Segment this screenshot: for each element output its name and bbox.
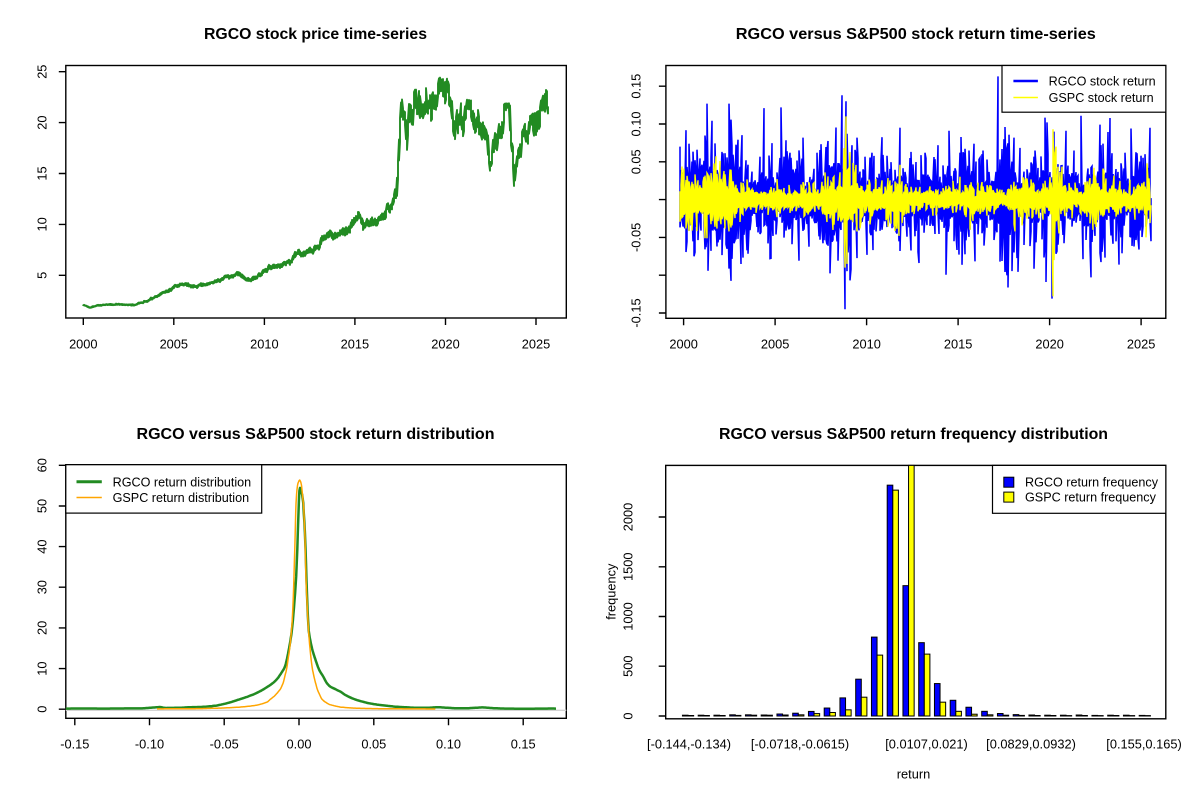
svg-text:500: 500 xyxy=(621,656,636,677)
svg-text:2015: 2015 xyxy=(341,337,369,352)
svg-text:2025: 2025 xyxy=(1127,337,1155,352)
svg-text:2000: 2000 xyxy=(621,503,636,531)
svg-text:2010: 2010 xyxy=(250,337,278,352)
svg-text:[-0.144,-0.134): [-0.144,-0.134) xyxy=(647,737,731,752)
svg-text:0: 0 xyxy=(35,706,50,713)
svg-text:2005: 2005 xyxy=(160,337,188,352)
svg-text:20: 20 xyxy=(35,621,50,635)
svg-text:15: 15 xyxy=(35,166,50,180)
svg-text:-0.10: -0.10 xyxy=(135,737,164,752)
svg-text:10: 10 xyxy=(35,217,50,231)
svg-text:0.10: 0.10 xyxy=(629,112,644,137)
svg-text:GSPC stock return: GSPC stock return xyxy=(1049,91,1154,105)
svg-text:return: return xyxy=(897,767,930,782)
svg-text:-0.05: -0.05 xyxy=(629,223,644,252)
svg-text:[0.155,0.165): [0.155,0.165) xyxy=(1106,737,1181,752)
svg-text:-0.15: -0.15 xyxy=(629,298,644,327)
svg-text:5: 5 xyxy=(35,272,50,279)
svg-text:[0.0829,0.0932): [0.0829,0.0932) xyxy=(986,737,1076,752)
svg-text:frequency: frequency xyxy=(604,563,619,620)
svg-text:2000: 2000 xyxy=(669,337,697,352)
svg-text:10: 10 xyxy=(35,661,50,675)
svg-text:RGCO return distribution: RGCO return distribution xyxy=(113,475,252,489)
svg-text:GSPC return distribution: GSPC return distribution xyxy=(113,491,250,505)
svg-text:[0.0107,0.021): [0.0107,0.021) xyxy=(885,737,968,752)
svg-text:-0.15: -0.15 xyxy=(60,737,89,752)
svg-text:GSPC return frequency: GSPC return frequency xyxy=(1025,491,1157,505)
svg-text:0.15: 0.15 xyxy=(629,74,644,99)
svg-text:0.05: 0.05 xyxy=(361,737,386,752)
svg-text:60: 60 xyxy=(35,458,50,472)
svg-text:2020: 2020 xyxy=(431,337,459,352)
svg-text:0.15: 0.15 xyxy=(511,737,536,752)
svg-text:25: 25 xyxy=(35,65,50,79)
svg-text:RGCO versus S&P500 stock retur: RGCO versus S&P500 stock return time-ser… xyxy=(736,26,1096,43)
svg-text:2000: 2000 xyxy=(69,337,97,352)
svg-text:-0.05: -0.05 xyxy=(210,737,239,752)
svg-text:1500: 1500 xyxy=(621,553,636,581)
svg-text:RGCO versus S&P500 stock retur: RGCO versus S&P500 stock return distribu… xyxy=(137,426,495,443)
svg-text:RGCO stock price time-series: RGCO stock price time-series xyxy=(204,26,427,43)
svg-text:0.05: 0.05 xyxy=(629,149,644,174)
svg-text:2010: 2010 xyxy=(852,337,880,352)
svg-text:0.00: 0.00 xyxy=(287,737,312,752)
svg-text:40: 40 xyxy=(35,539,50,553)
svg-text:20: 20 xyxy=(35,115,50,129)
svg-text:[-0.0718,-0.0615): [-0.0718,-0.0615) xyxy=(751,737,849,752)
svg-text:2015: 2015 xyxy=(944,337,972,352)
svg-text:0.10: 0.10 xyxy=(436,737,461,752)
svg-text:2020: 2020 xyxy=(1035,337,1063,352)
svg-text:2005: 2005 xyxy=(761,337,789,352)
svg-text:1000: 1000 xyxy=(621,602,636,630)
svg-text:2025: 2025 xyxy=(522,337,550,352)
svg-text:RGCO versus S&P500 return freq: RGCO versus S&P500 return frequency dist… xyxy=(719,426,1108,443)
svg-text:50: 50 xyxy=(35,499,50,513)
svg-text:30: 30 xyxy=(35,580,50,594)
svg-text:0: 0 xyxy=(621,712,636,719)
svg-text:RGCO stock return: RGCO stock return xyxy=(1049,75,1156,89)
svg-text:RGCO return frequency: RGCO return frequency xyxy=(1025,476,1159,490)
